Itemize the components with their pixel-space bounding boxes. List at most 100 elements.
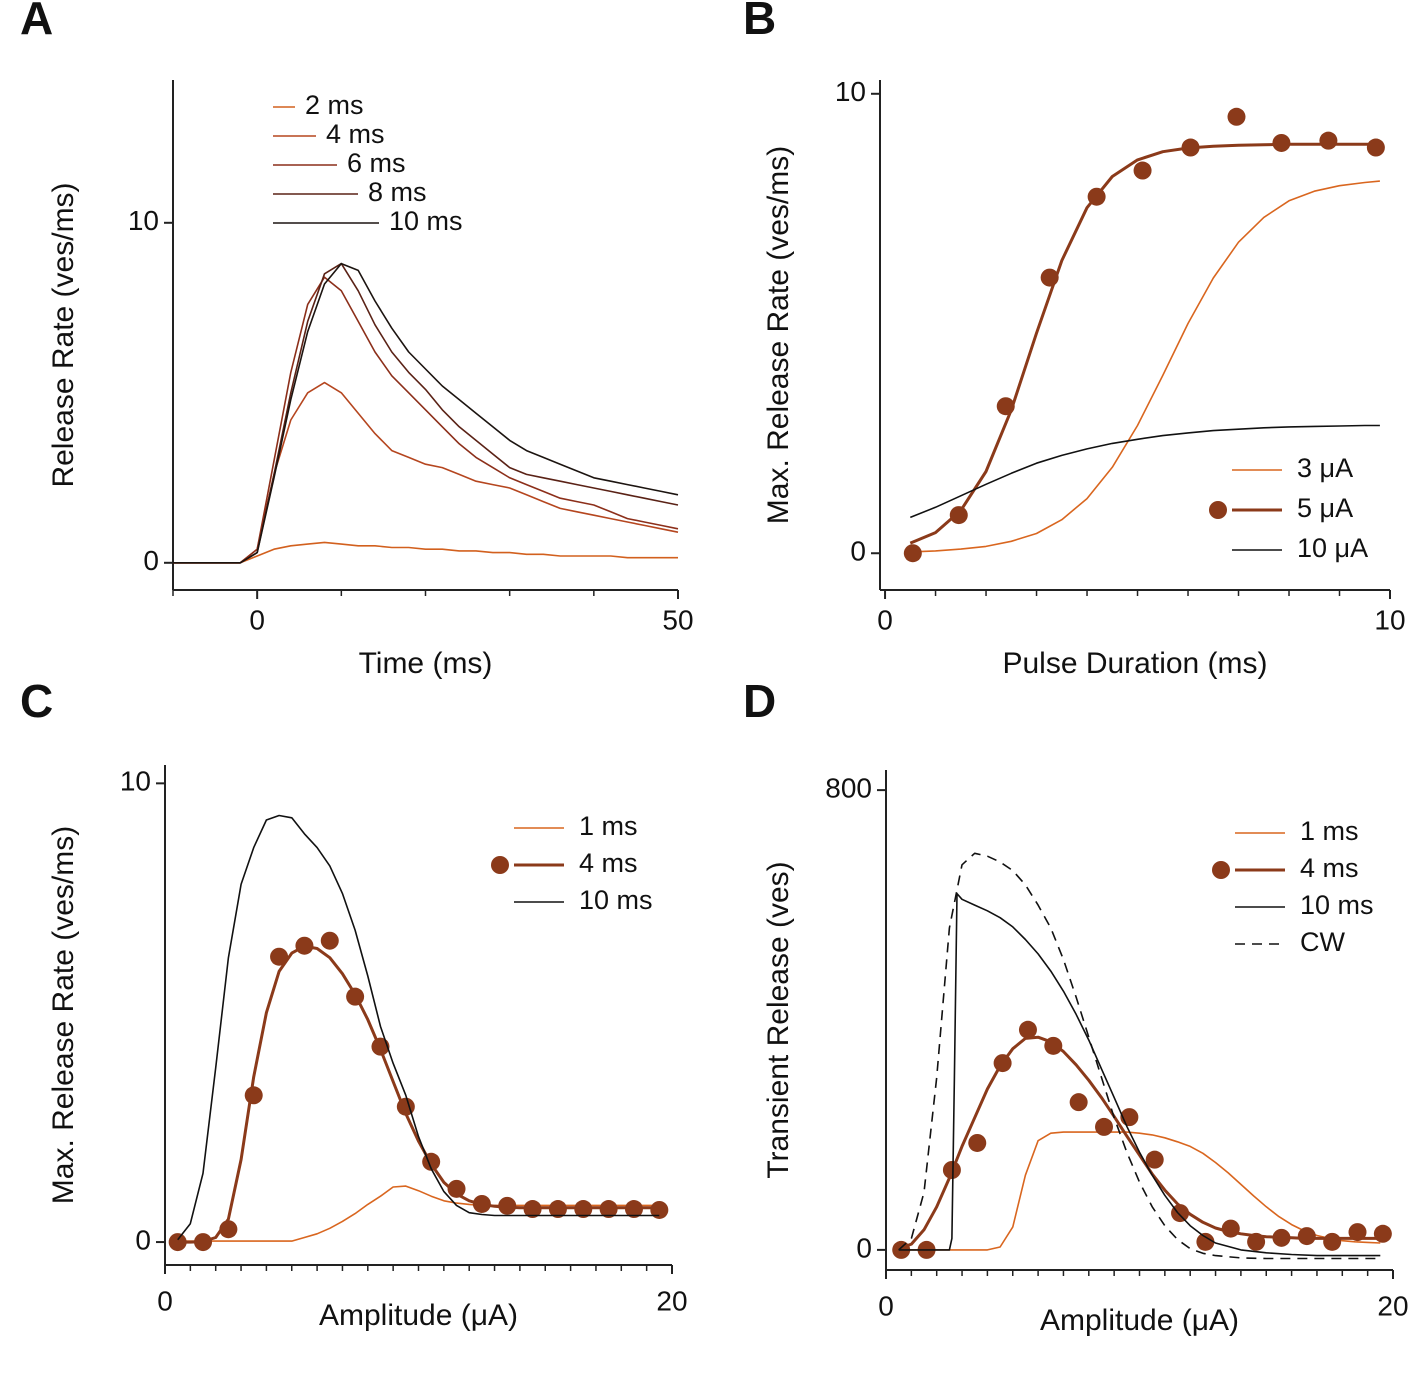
- y-tick-label: 800: [825, 773, 872, 804]
- panel-letter: D: [743, 675, 776, 727]
- legend-label: 10 ms: [389, 206, 463, 236]
- legend-marker: [1212, 861, 1230, 879]
- data-point: [244, 1086, 263, 1105]
- legend-label: 5 μA: [1297, 493, 1353, 523]
- data-point: [1297, 1227, 1316, 1246]
- series-line: [898, 892, 1381, 1257]
- legend-label: 10 ms: [1300, 890, 1374, 920]
- panel-letter: A: [20, 0, 53, 44]
- data-point: [1227, 107, 1246, 126]
- data-point: [270, 947, 289, 966]
- series-line: [909, 142, 1380, 545]
- data-point: [1323, 1232, 1342, 1251]
- legend-label: 4 ms: [579, 848, 638, 878]
- data-point: [1087, 187, 1106, 206]
- data-point: [624, 1200, 643, 1219]
- legend-label: CW: [1300, 927, 1345, 957]
- y-axis-label: Max. Release Rate (ves/ms): [47, 826, 80, 1204]
- x-axis-label: Time (ms): [359, 647, 493, 680]
- data-point: [447, 1179, 466, 1198]
- data-point: [1247, 1232, 1266, 1251]
- data-point: [548, 1200, 567, 1219]
- y-axis-label: Release Rate (ves/ms): [47, 182, 80, 487]
- series-line: [910, 424, 1380, 519]
- data-point: [219, 1220, 238, 1239]
- data-point: [574, 1200, 593, 1219]
- legend-label: 10 ms: [579, 885, 653, 915]
- series-line: [898, 1131, 1381, 1251]
- data-point: [1272, 133, 1291, 152]
- data-point: [1348, 1223, 1367, 1242]
- data-point: [1018, 1020, 1037, 1039]
- data-point: [320, 931, 339, 950]
- x-tick-label: 20: [656, 1285, 687, 1316]
- legend-label: 3 μA: [1297, 453, 1353, 483]
- data-point: [1069, 1093, 1088, 1112]
- legend-marker: [491, 856, 509, 874]
- data-point: [371, 1037, 390, 1056]
- y-tick-label: 10: [120, 766, 151, 797]
- data-point: [993, 1054, 1012, 1073]
- series-line: [173, 276, 679, 564]
- data-point: [194, 1233, 213, 1252]
- data-point: [1095, 1117, 1114, 1136]
- data-point: [346, 987, 365, 1006]
- x-axis-label: Amplitude (μA): [319, 1299, 518, 1332]
- series-line: [898, 852, 1381, 1260]
- data-point: [1366, 138, 1385, 157]
- data-point: [396, 1097, 415, 1116]
- data-point: [295, 936, 314, 955]
- x-tick-label: 20: [1377, 1290, 1408, 1321]
- legend-label: 8 ms: [368, 177, 427, 207]
- legend-label: 6 ms: [347, 148, 406, 178]
- data-point: [472, 1194, 491, 1213]
- legend-label: 4 ms: [326, 119, 385, 149]
- data-point: [523, 1200, 542, 1219]
- data-point: [168, 1233, 187, 1252]
- data-point: [968, 1133, 987, 1152]
- y-tick-label: 0: [135, 1224, 151, 1255]
- data-point: [1272, 1228, 1291, 1247]
- x-tick-label: 0: [157, 1285, 173, 1316]
- data-point: [498, 1196, 517, 1215]
- y-tick-label: 0: [856, 1232, 872, 1263]
- x-axis-label: Amplitude (μA): [1040, 1304, 1239, 1337]
- panel-letter: B: [743, 0, 776, 44]
- series-line: [173, 262, 679, 564]
- y-axis-label: Transient Release (ves): [762, 861, 795, 1178]
- data-point: [1196, 1232, 1215, 1251]
- y-tick-label: 10: [835, 76, 866, 107]
- x-tick-label: 0: [249, 604, 265, 635]
- y-axis-label: Max. Release Rate (ves/ms): [762, 146, 795, 524]
- legend-label: 10 μA: [1297, 533, 1368, 563]
- data-point: [903, 544, 922, 563]
- data-point: [1040, 268, 1059, 287]
- data-point: [942, 1161, 961, 1179]
- data-point: [650, 1200, 669, 1219]
- x-tick-label: 0: [877, 604, 893, 635]
- x-axis-label: Pulse Duration (ms): [1002, 647, 1267, 680]
- series-line: [173, 262, 679, 564]
- x-tick-label: 10: [1374, 604, 1405, 635]
- data-point: [599, 1200, 618, 1219]
- data-point: [949, 506, 968, 525]
- x-tick-label: 50: [662, 604, 693, 635]
- series-line: [177, 814, 660, 1241]
- data-point: [1044, 1036, 1063, 1055]
- data-point: [1373, 1224, 1392, 1243]
- data-point: [996, 397, 1015, 416]
- legend-marker: [1209, 501, 1227, 519]
- data-point: [1221, 1219, 1240, 1238]
- legend-label: 4 ms: [1300, 853, 1359, 883]
- series-line: [173, 541, 678, 564]
- data-point: [1145, 1150, 1164, 1169]
- y-tick-label: 0: [850, 536, 866, 567]
- data-point: [1319, 131, 1338, 150]
- x-tick-label: 0: [878, 1290, 894, 1321]
- y-tick-label: 0: [143, 545, 159, 576]
- series-line: [910, 180, 1380, 553]
- legend-label: 1 ms: [1300, 816, 1359, 846]
- panel-letter: C: [20, 675, 53, 727]
- y-tick-label: 10: [128, 205, 159, 236]
- data-point: [1181, 138, 1200, 157]
